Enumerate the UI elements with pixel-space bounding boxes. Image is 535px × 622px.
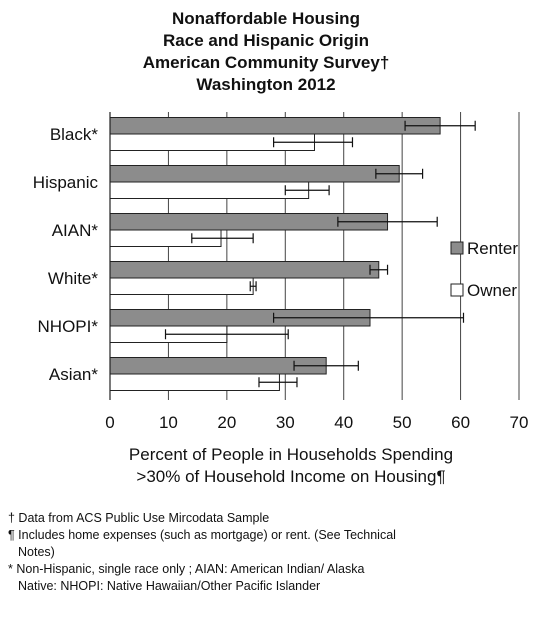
x-axis-title-line-1: Percent of People in Households Spending <box>129 445 453 464</box>
category-label-aian: AIAN* <box>52 221 99 240</box>
x-tick-label-40: 40 <box>334 413 353 432</box>
category-label-white: White* <box>48 269 98 288</box>
bar-renter-black <box>109 117 441 135</box>
x-tick-label-60: 60 <box>451 413 470 432</box>
footnote-nonhispanic: * Non-Hispanic, single race only ; AIAN:… <box>8 562 365 576</box>
x-tick-label-70: 70 <box>510 413 529 432</box>
chart-title-line-4: Washington 2012 <box>196 75 335 94</box>
chart-title-line-1: Nonaffordable Housing <box>172 9 360 28</box>
bar-renter-white <box>109 261 380 279</box>
chart-title-line-3: American Community Survey† <box>143 53 390 72</box>
chart-canvas: Nonaffordable Housing Race and Hispanic O… <box>33 9 529 486</box>
bar-owner-asian <box>109 373 280 391</box>
x-tick-label-20: 20 <box>217 413 236 432</box>
category-label-nhopi: NHOPI* <box>38 317 99 336</box>
footnote-includes: ¶ Includes home expenses (such as mortga… <box>8 528 396 542</box>
x-tick-label-50: 50 <box>393 413 412 432</box>
bar-owner-hispanic <box>109 181 310 199</box>
x-tick-label-0: 0 <box>105 413 114 432</box>
footnote-includes-continued: Notes) <box>18 545 55 559</box>
x-tick-label-10: 10 <box>159 413 178 432</box>
category-label-hispanic: Hispanic <box>33 173 99 192</box>
category-label-asian: Asian* <box>49 365 99 384</box>
bar-owner-white <box>109 277 254 295</box>
legend-label-renter: Renter <box>467 239 518 258</box>
footnote-source: † Data from ACS Public Use Mircodata Sam… <box>8 511 270 525</box>
legend-swatch-owner <box>450 283 464 297</box>
footnotes: † Data from ACS Public Use Mircodata Sam… <box>8 510 533 595</box>
legend-swatch-renter <box>450 241 464 255</box>
category-label-black: Black* <box>50 125 99 144</box>
footnote-nonhispanic-continued: Native: NHOPI: Native Hawaiian/Other Pac… <box>18 579 321 593</box>
x-axis-title-line-2: >30% of Household Income on Housing¶ <box>136 467 445 486</box>
bar-renter-hispanic <box>109 165 400 183</box>
chart-title-line-2: Race and Hispanic Origin <box>163 31 369 50</box>
x-tick-label-30: 30 <box>276 413 295 432</box>
legend-label-owner: Owner <box>467 281 517 300</box>
